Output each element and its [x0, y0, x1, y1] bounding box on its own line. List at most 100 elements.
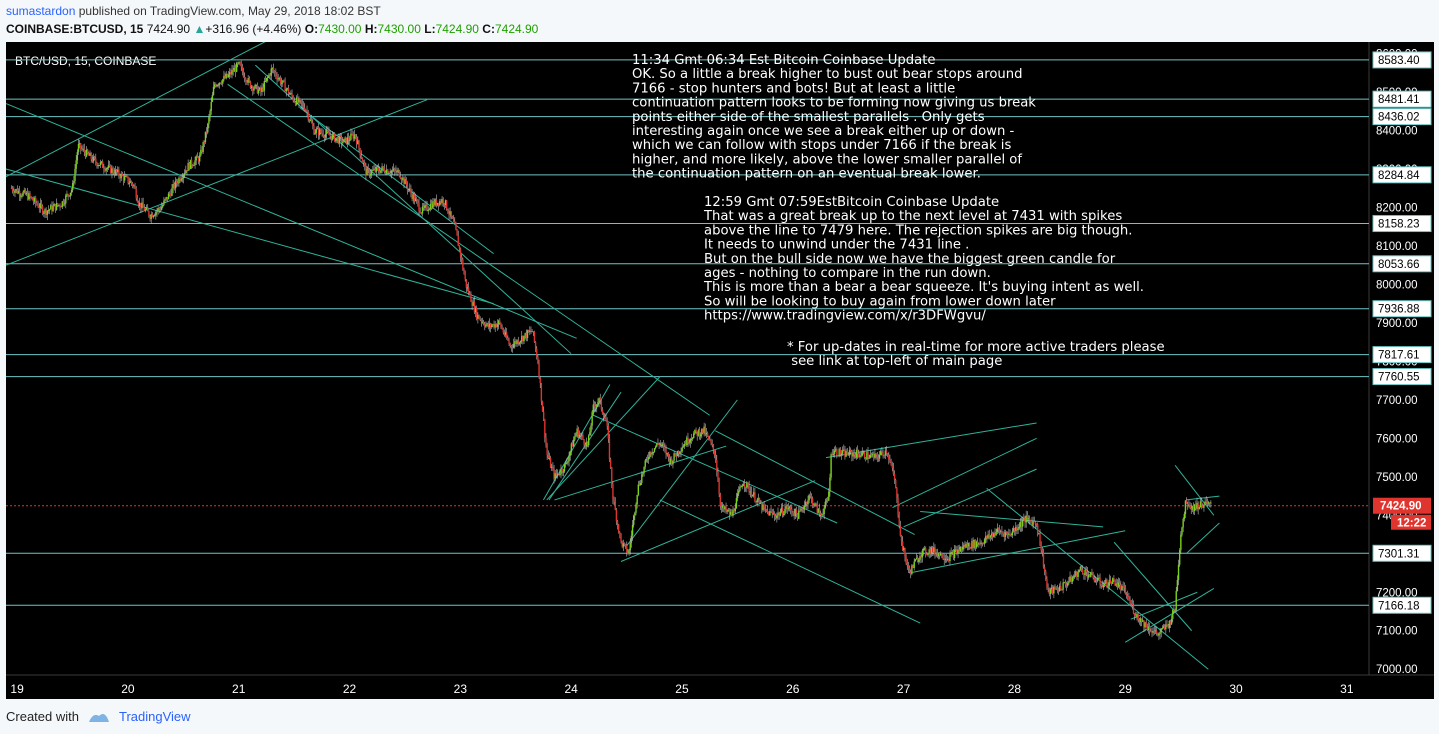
- candle[interactable]: [704, 423, 706, 437]
- candle[interactable]: [1098, 574, 1100, 579]
- candle[interactable]: [424, 202, 426, 211]
- candle[interactable]: [467, 282, 470, 296]
- candle[interactable]: [732, 505, 734, 518]
- candle[interactable]: [87, 148, 89, 155]
- candle[interactable]: [941, 552, 943, 559]
- candle[interactable]: [643, 466, 645, 477]
- candle[interactable]: [171, 184, 173, 197]
- candle[interactable]: [719, 492, 721, 510]
- candle[interactable]: [822, 508, 824, 517]
- candle[interactable]: [421, 203, 424, 217]
- candle[interactable]: [293, 97, 296, 103]
- candle[interactable]: [1082, 565, 1084, 575]
- candle[interactable]: [1041, 546, 1044, 557]
- candle[interactable]: [983, 537, 986, 547]
- candle[interactable]: [385, 164, 388, 176]
- candle[interactable]: [97, 163, 99, 169]
- candle[interactable]: [1170, 615, 1173, 626]
- candle[interactable]: [75, 155, 77, 174]
- candle[interactable]: [337, 133, 339, 145]
- candle[interactable]: [559, 469, 561, 477]
- candle[interactable]: [33, 196, 36, 204]
- candle[interactable]: [310, 114, 313, 124]
- candle[interactable]: [1027, 515, 1030, 524]
- candle[interactable]: [412, 191, 414, 204]
- candle[interactable]: [800, 506, 802, 513]
- candle[interactable]: [474, 305, 477, 318]
- candle[interactable]: [60, 205, 62, 208]
- candle[interactable]: [1095, 578, 1098, 586]
- candle[interactable]: [482, 319, 485, 326]
- candle[interactable]: [861, 447, 863, 457]
- candle[interactable]: [668, 454, 671, 468]
- candle[interactable]: [215, 82, 217, 88]
- candle[interactable]: [1162, 623, 1165, 629]
- candle[interactable]: [841, 446, 844, 456]
- candle[interactable]: [391, 166, 394, 175]
- candle[interactable]: [508, 337, 510, 347]
- candle[interactable]: [76, 149, 79, 165]
- candle[interactable]: [151, 212, 154, 218]
- candle[interactable]: [497, 319, 500, 330]
- candle[interactable]: [858, 449, 860, 458]
- candle[interactable]: [621, 540, 623, 549]
- candle[interactable]: [1025, 510, 1027, 528]
- candle[interactable]: [137, 200, 140, 208]
- candle[interactable]: [669, 456, 672, 466]
- candle[interactable]: [723, 503, 725, 513]
- candle[interactable]: [682, 444, 685, 448]
- candle[interactable]: [283, 79, 285, 83]
- candle[interactable]: [227, 70, 230, 78]
- candle[interactable]: [859, 452, 861, 460]
- candle[interactable]: [708, 435, 710, 441]
- candle[interactable]: [346, 133, 349, 148]
- candle[interactable]: [582, 432, 584, 440]
- candle[interactable]: [93, 155, 96, 161]
- candle[interactable]: [399, 171, 402, 180]
- candle[interactable]: [771, 508, 773, 518]
- candle[interactable]: [353, 129, 356, 142]
- candle[interactable]: [429, 199, 432, 212]
- candle[interactable]: [237, 61, 239, 68]
- candle[interactable]: [1157, 632, 1159, 637]
- candle[interactable]: [289, 92, 291, 95]
- candle[interactable]: [546, 442, 548, 461]
- candle[interactable]: [174, 177, 177, 194]
- candle[interactable]: [425, 200, 427, 211]
- candle[interactable]: [579, 432, 582, 440]
- candle[interactable]: [515, 339, 517, 347]
- candle[interactable]: [1207, 500, 1210, 507]
- candle[interactable]: [630, 530, 633, 548]
- candle[interactable]: [1050, 584, 1053, 594]
- candle[interactable]: [574, 432, 576, 442]
- candle[interactable]: [636, 494, 638, 509]
- candle[interactable]: [660, 442, 663, 448]
- candle[interactable]: [585, 437, 588, 450]
- candle[interactable]: [735, 492, 738, 509]
- candle[interactable]: [877, 454, 880, 462]
- candle[interactable]: [1166, 619, 1168, 627]
- candle[interactable]: [772, 508, 775, 515]
- candle[interactable]: [678, 450, 680, 458]
- candle[interactable]: [517, 336, 519, 346]
- candle[interactable]: [840, 450, 843, 460]
- candle[interactable]: [496, 319, 499, 331]
- candle[interactable]: [30, 196, 32, 199]
- candle[interactable]: [934, 544, 936, 559]
- candle[interactable]: [323, 134, 326, 143]
- candle[interactable]: [755, 500, 757, 505]
- candle[interactable]: [38, 203, 40, 213]
- candle[interactable]: [681, 442, 683, 453]
- candle[interactable]: [881, 446, 883, 456]
- candle[interactable]: [229, 68, 231, 80]
- candle[interactable]: [329, 130, 331, 140]
- candle[interactable]: [477, 312, 479, 324]
- candle[interactable]: [21, 193, 23, 199]
- candle[interactable]: [845, 448, 847, 458]
- candle[interactable]: [1150, 628, 1152, 633]
- candle[interactable]: [795, 506, 798, 518]
- candle[interactable]: [1132, 600, 1135, 615]
- candle[interactable]: [1113, 575, 1115, 582]
- candle[interactable]: [317, 123, 320, 140]
- trendline[interactable]: [1124, 587, 1215, 643]
